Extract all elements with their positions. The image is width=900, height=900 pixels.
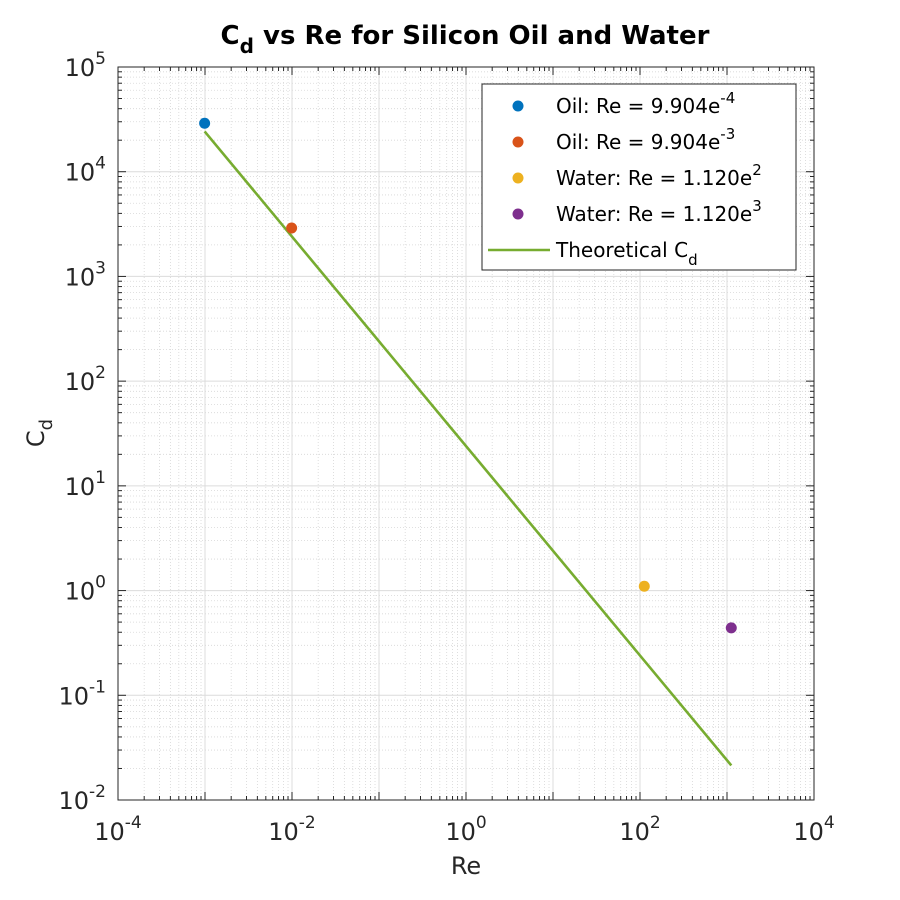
title-main: C bbox=[221, 21, 240, 51]
legend-box bbox=[481, 83, 797, 271]
legend-label: Oil: Re = 9.904e-3 bbox=[556, 125, 735, 154]
data-point bbox=[286, 222, 298, 234]
legend-marker bbox=[512, 100, 524, 112]
x-axis-label: Re bbox=[451, 852, 481, 880]
y-tick-label: 102 bbox=[65, 363, 106, 396]
x-tick-label: 10-2 bbox=[268, 813, 316, 846]
y-tick-labels: 10-2 10-1 100 101 102 103 104 105 bbox=[59, 49, 107, 815]
legend: Oil: Re = 9.904e-4 Oil: Re = 9.904e-3 Wate… bbox=[481, 83, 797, 271]
legend-marker bbox=[512, 208, 524, 220]
x-tick-label: 10-4 bbox=[94, 813, 142, 846]
title-rest: vs Re for Silicon Oil and Water bbox=[254, 21, 710, 51]
y-axis-label-subscript: d bbox=[36, 419, 57, 430]
y-tick-label: 104 bbox=[65, 154, 106, 187]
y-axis-label-main: C bbox=[22, 430, 50, 447]
legend-marker bbox=[512, 172, 524, 184]
title-subscript: d bbox=[240, 34, 254, 58]
y-tick-label: 101 bbox=[65, 468, 106, 501]
data-point bbox=[638, 580, 650, 592]
legend-label: Oil: Re = 9.904e-4 bbox=[556, 89, 735, 118]
x-tick-labels: 10-4 10-2 100 102 104 bbox=[94, 813, 834, 846]
y-axis-label: Cd bbox=[22, 419, 57, 447]
x-tick-label: 104 bbox=[793, 813, 834, 846]
data-point bbox=[199, 117, 211, 129]
y-tick-label: 10-1 bbox=[59, 677, 107, 710]
chart-title: Cd vs Re for Silicon Oil and Water bbox=[221, 21, 710, 58]
y-tick-label: 10-2 bbox=[59, 782, 107, 815]
x-tick-label: 102 bbox=[619, 813, 660, 846]
chart-marks bbox=[199, 117, 737, 767]
x-tick-label: 100 bbox=[445, 813, 486, 846]
y-tick-label: 103 bbox=[65, 258, 106, 291]
data-point bbox=[725, 622, 737, 634]
legend-label: Water: Re = 1.120e2 bbox=[556, 161, 762, 190]
y-tick-label: 105 bbox=[65, 49, 106, 82]
legend-label: Water: Re = 1.120e3 bbox=[556, 197, 762, 226]
legend-marker bbox=[512, 136, 524, 148]
axis-ticks bbox=[117, 66, 815, 801]
legend-label: Theoretical Cd bbox=[555, 238, 698, 269]
y-tick-label: 100 bbox=[65, 573, 106, 606]
theoretical-cd-line bbox=[203, 130, 733, 767]
